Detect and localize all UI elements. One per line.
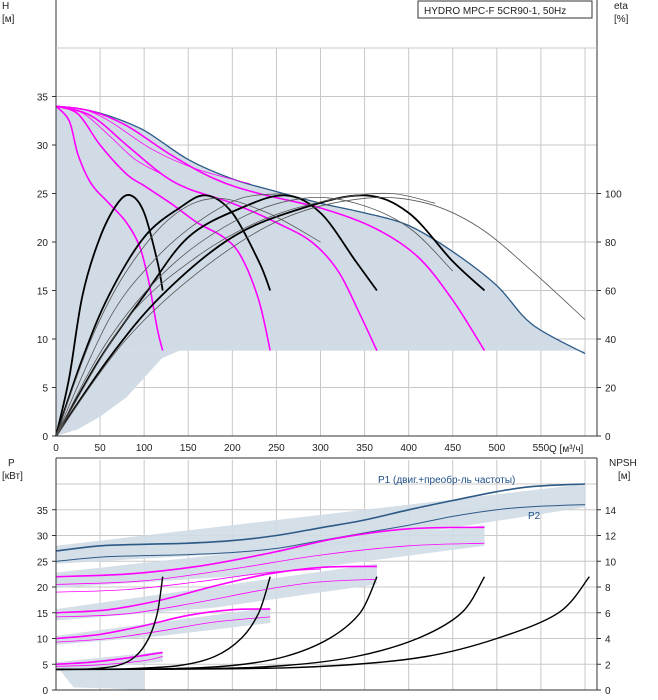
npsh-tick-label: 12 <box>605 532 617 543</box>
eta-axis-unit: [%] <box>614 14 629 25</box>
power-band-1 <box>56 607 271 645</box>
power-series-magenta-4 <box>55 565 377 614</box>
x-tick-label: 500 <box>488 443 505 454</box>
npsh-tick-label: 10 <box>605 557 617 568</box>
head-y-tick-label: 15 <box>37 287 49 298</box>
head-y-tick-label: 35 <box>37 93 49 104</box>
p2-legend: P2 <box>528 511 541 522</box>
head-y-tick-label: 5 <box>42 384 48 395</box>
x-tick-label: 300 <box>312 443 329 454</box>
head-y-tick-label: 10 <box>37 335 49 346</box>
head-y-tick-label: 25 <box>37 190 49 201</box>
head-series-eta-6 <box>55 194 164 437</box>
power-y-tick-label: 35 <box>37 506 49 517</box>
head-series-magenta_thin-4 <box>55 105 162 175</box>
power-series-magenta_thin-10 <box>55 568 321 593</box>
eta-tick-label: 100 <box>605 190 622 201</box>
head-panel: 0 50 100 150 200 250 300 350 400 450 500 5500510152… <box>37 0 622 454</box>
power-series-magenta_thin-7 <box>55 616 271 643</box>
head-series-eta_thin-11 <box>55 196 454 437</box>
head-series-magenta-3 <box>55 105 486 352</box>
head-series-magenta-0 <box>55 105 164 351</box>
npsh-tick-label: 6 <box>605 609 611 620</box>
power-series-magenta-5 <box>55 526 485 578</box>
title-box <box>417 0 593 19</box>
power-series-p2-1 <box>55 504 586 562</box>
power-series-magenta_thin-8 <box>55 578 377 618</box>
power-series-npsh-15 <box>55 576 590 671</box>
x-tick-label: 450 <box>444 443 461 454</box>
eta-tick-label: 0 <box>605 432 611 443</box>
q-axis-label: Q [м³/ч] <box>549 444 584 455</box>
operating-envelope <box>56 106 585 354</box>
chart-title: HYDRO MPC-F 5CR90-1, 50Hz <box>424 6 566 17</box>
x-tick-label: 200 <box>224 443 241 454</box>
power-axis-label: P <box>8 458 15 469</box>
head-y-tick-label: 30 <box>37 141 49 152</box>
head-axis-unit: [м] <box>2 14 15 25</box>
x-tick-label: 0 <box>53 443 59 454</box>
power-y-tick-label: 20 <box>37 583 49 594</box>
power-band-5 <box>56 665 145 690</box>
p1-legend: P1 (двиг.+преобр-ль частоты) <box>378 474 515 486</box>
head-series-magenta_thin-5 <box>55 105 251 185</box>
x-tick-label: 350 <box>356 443 373 454</box>
npsh-axis-label: NPSH <box>609 458 637 469</box>
npsh-tick-label: 2 <box>605 660 611 671</box>
head-series-eta_thin-13 <box>55 193 286 437</box>
x-tick-label: 550 <box>533 443 550 454</box>
power-y-tick-label: 0 <box>42 686 48 697</box>
power-series-magenta-2 <box>55 651 163 666</box>
power-y-tick-label: 10 <box>37 635 49 646</box>
eta-tick-label: 80 <box>605 238 617 249</box>
power-band-2 <box>56 563 377 621</box>
power-band-3 <box>56 525 485 588</box>
head-series-eta-7 <box>55 194 272 437</box>
head-series-eta_thin-14 <box>55 192 436 437</box>
x-tick-label: 150 <box>180 443 197 454</box>
power-series-magenta-3 <box>55 608 271 640</box>
power-y-tick-label: 30 <box>37 532 49 543</box>
head-series-magenta-2 <box>55 105 378 351</box>
x-tick-label: 100 <box>136 443 153 454</box>
npsh-tick-label: 0 <box>605 686 611 697</box>
head-series-eta-9 <box>55 194 486 437</box>
head-series-magenta-1 <box>55 105 271 351</box>
head-series-eta_thin-10 <box>55 197 321 437</box>
eta-tick-label: 20 <box>605 384 617 395</box>
head-axis-label: H <box>2 1 9 12</box>
eta-tick-label: 60 <box>605 287 617 298</box>
eta-axis-label: eta <box>614 1 628 12</box>
head-series-eta_thin-12 <box>55 196 586 437</box>
power-series-magenta_thin-9 <box>55 542 485 585</box>
power-y-tick-label: 15 <box>37 609 49 620</box>
npsh-tick-label: 8 <box>605 583 611 594</box>
operating-envelope-low <box>56 350 180 436</box>
head-y-tick-label: 0 <box>42 432 48 443</box>
npsh-axis-unit: [м] <box>618 471 631 482</box>
x-tick-label: 50 <box>95 443 107 454</box>
power-y-tick-label: 5 <box>42 660 48 671</box>
power-axis-unit: [кВт] <box>2 471 23 482</box>
head-y-tick-label: 20 <box>37 238 49 249</box>
power-panel: 0 5 10 15 20 25 30 35 0 2 4 6 8 10 12 14 <box>37 457 617 697</box>
npsh-tick-label: 4 <box>605 635 611 646</box>
power-series-p1-0 <box>55 483 586 552</box>
x-tick-label: 400 <box>400 443 417 454</box>
power-y-tick-label: 25 <box>37 557 49 568</box>
x-tick-label: 250 <box>268 443 285 454</box>
head-series-eta-8 <box>55 194 378 437</box>
npsh-tick-label: 14 <box>605 506 617 517</box>
eta-tick-label: 40 <box>605 335 617 346</box>
